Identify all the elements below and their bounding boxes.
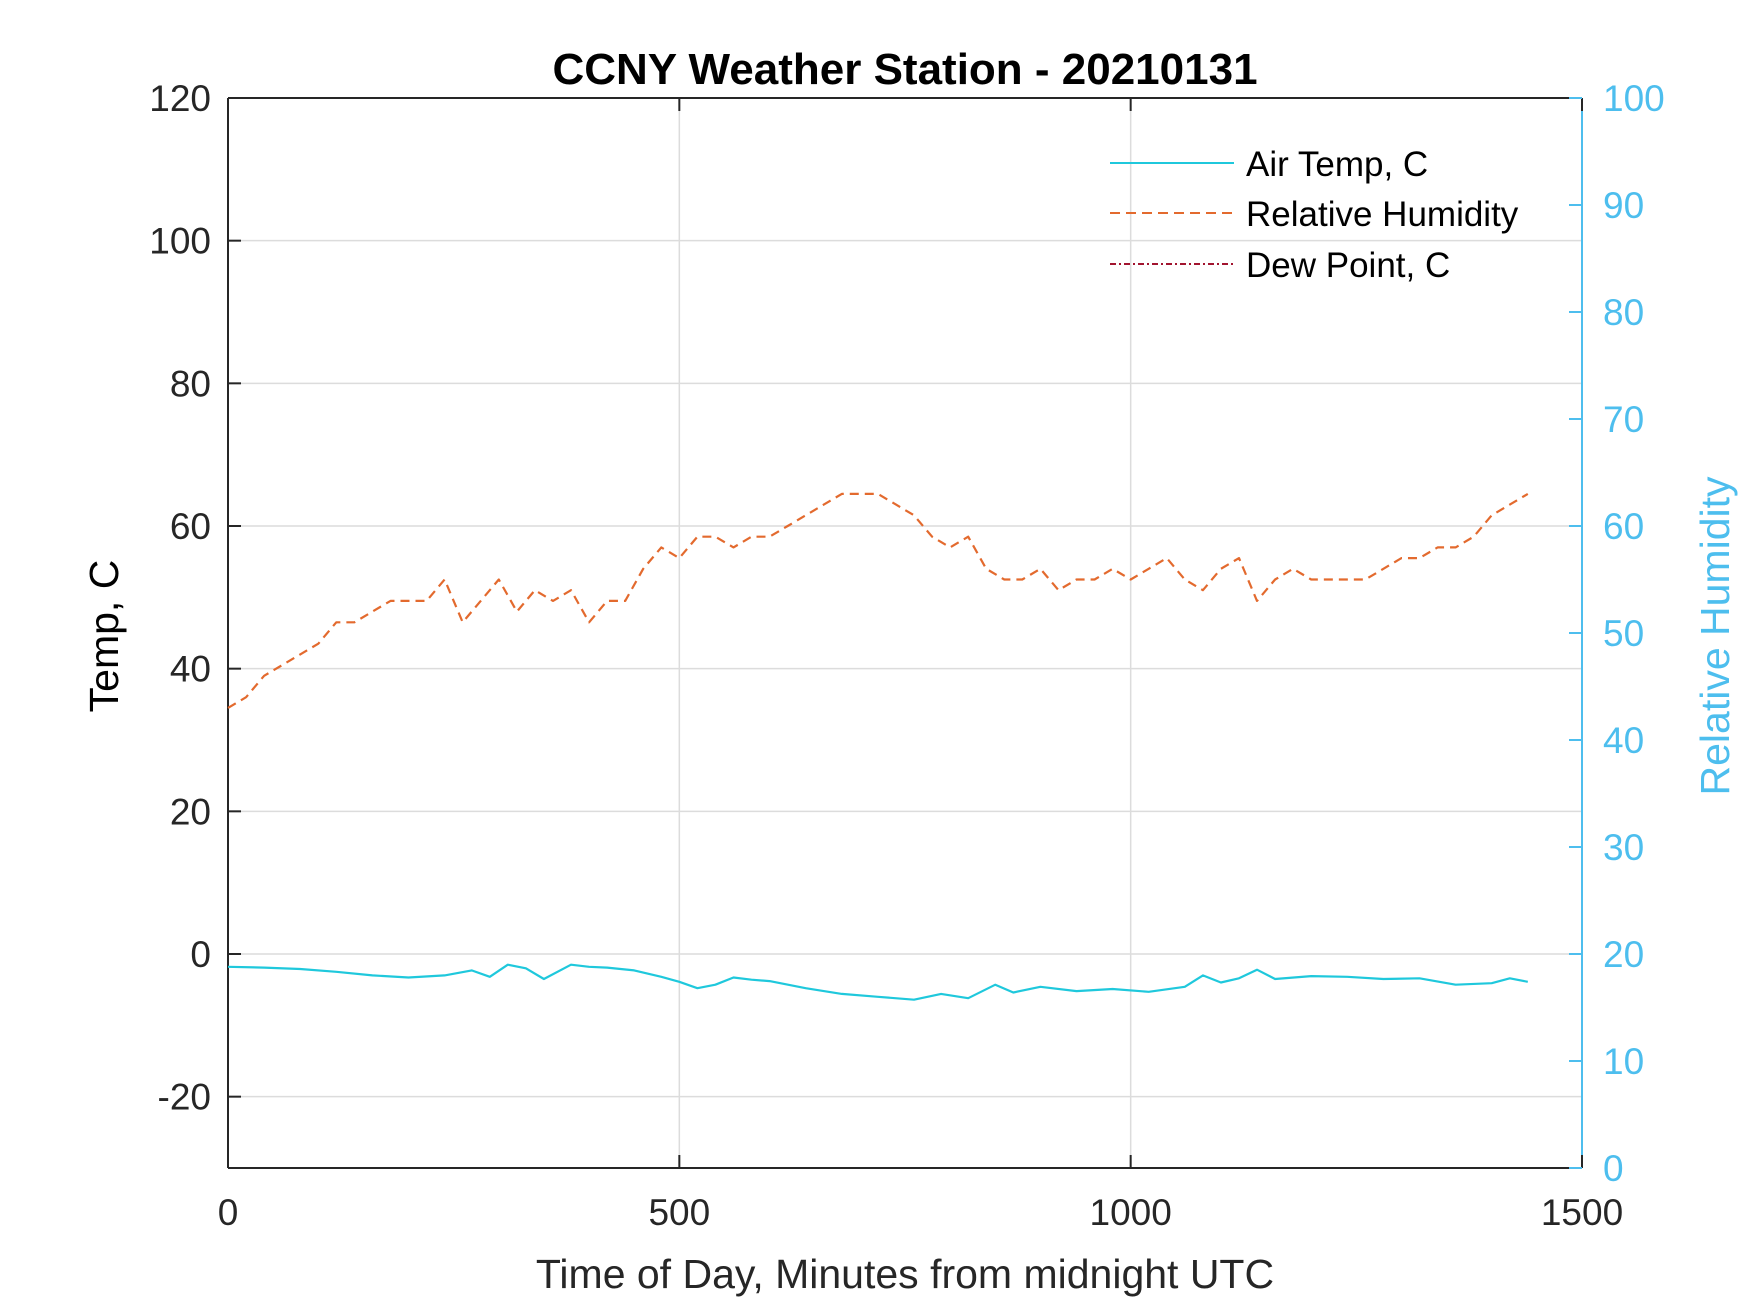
y-left-tick-label-60: 60	[170, 506, 211, 547]
y-right-tick-label-20: 20	[1603, 934, 1644, 975]
legend: Air Temp, C Relative Humidity Dew Point,…	[1110, 145, 1519, 285]
x-tick-label-0: 0	[218, 1192, 239, 1233]
legend-label-relative-humidity: Relative Humidity	[1246, 195, 1519, 234]
axes	[227, 97, 1583, 1169]
series-line-air-temp-c	[227, 963, 1529, 1001]
y-left-tick-label-40: 40	[170, 649, 211, 690]
x-tick-label-1000: 1000	[1090, 1192, 1172, 1233]
legend-label-air-temp: Air Temp, C	[1246, 145, 1428, 184]
y-left-tick-label-20: 20	[170, 791, 211, 832]
y-right-tick-label-40: 40	[1603, 720, 1644, 761]
y-left-tick-label-120: 120	[149, 78, 211, 119]
y-right-tick-label-100: 100	[1603, 78, 1665, 119]
y-right-tick-label-10: 10	[1603, 1041, 1644, 1082]
grid-lines	[228, 98, 1582, 1168]
y-right-tick-label-0: 0	[1603, 1148, 1624, 1189]
y-axis-label-left: Temp, C	[81, 560, 127, 713]
y-left-tick-label--20: -20	[158, 1077, 211, 1118]
legend-label-dew-point: Dew Point, C	[1246, 246, 1450, 285]
series-line-relative-humidity	[227, 492, 1529, 709]
y-left-tick-label-100: 100	[149, 221, 211, 262]
chart-title: CCNY Weather Station - 20210131	[552, 45, 1257, 94]
series-lines	[227, 492, 1529, 1001]
y-right-tick-label-90: 90	[1603, 185, 1644, 226]
y-axis-label-right: Relative Humidity	[1692, 476, 1738, 795]
x-tick-label-1500: 1500	[1541, 1192, 1623, 1233]
tick-labels: 0 500 1000 1500 -20 0 20 40 60 80 100 120 0 10 20 30 40 5…	[149, 78, 1664, 1233]
y-left-tick-label-0: 0	[190, 934, 211, 975]
y-right-tick-label-80: 80	[1603, 292, 1644, 333]
y-left-tick-label-80: 80	[170, 363, 211, 404]
x-axis-label: Time of Day, Minutes from midnight UTC	[536, 1251, 1274, 1297]
y-right-tick-label-70: 70	[1603, 399, 1644, 440]
y-right-tick-label-60: 60	[1603, 506, 1644, 547]
y-right-tick-label-30: 30	[1603, 827, 1644, 868]
x-tick-label-500: 500	[648, 1192, 710, 1233]
y-right-tick-label-50: 50	[1603, 613, 1644, 654]
